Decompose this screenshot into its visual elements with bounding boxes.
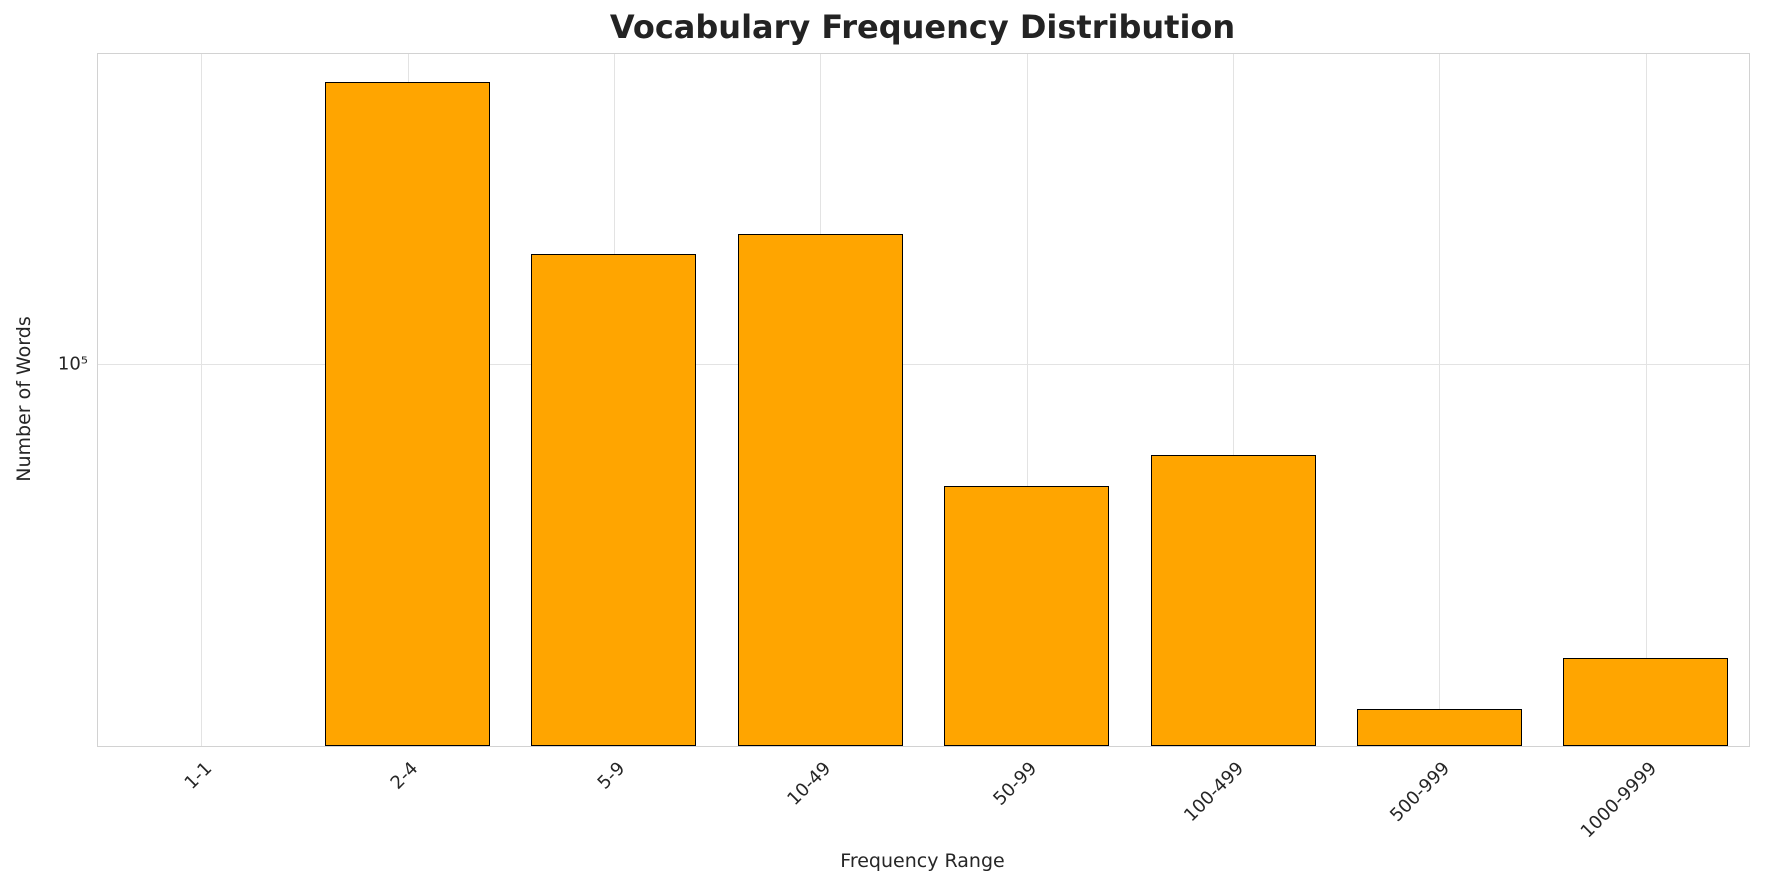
x-tick-label: 1000-9999 [1576,758,1661,843]
y-gridline [98,364,1749,366]
x-gridline [1439,54,1441,746]
chart-title: Vocabulary Frequency Distribution [609,8,1236,46]
x-gridline [201,54,203,746]
bar-50-99 [944,485,1110,746]
bar-100-499 [1150,454,1316,746]
y-tick-label: 10⁵ [57,353,88,375]
x-gridline [1645,54,1647,746]
y-axis-label: Number of Words [13,316,35,482]
x-tick-label: 50-99 [989,758,1042,810]
bar-10-49 [737,233,903,746]
bar-500-999 [1356,709,1522,746]
x-tick-label: 10-49 [783,758,836,810]
x-tick-label: 2-4 [386,758,423,794]
x-gridline [1026,54,1028,746]
bar-2-4 [325,81,491,746]
bar-5-9 [531,253,697,746]
x-tick-label: 500-999 [1386,758,1455,827]
x-tick-label: 100-499 [1179,758,1248,827]
x-gridline [1233,54,1235,746]
x-axis-label: Frequency Range [840,850,1005,872]
plot-area: 10⁵ 1-1 2-4 5-9 10-49 50-99 100-499 500-999 1000… [58,53,1750,842]
bar-1000-9999 [1563,658,1729,746]
x-tick-label: 5-9 [593,758,629,794]
x-tick-label: 1-1 [180,758,217,794]
